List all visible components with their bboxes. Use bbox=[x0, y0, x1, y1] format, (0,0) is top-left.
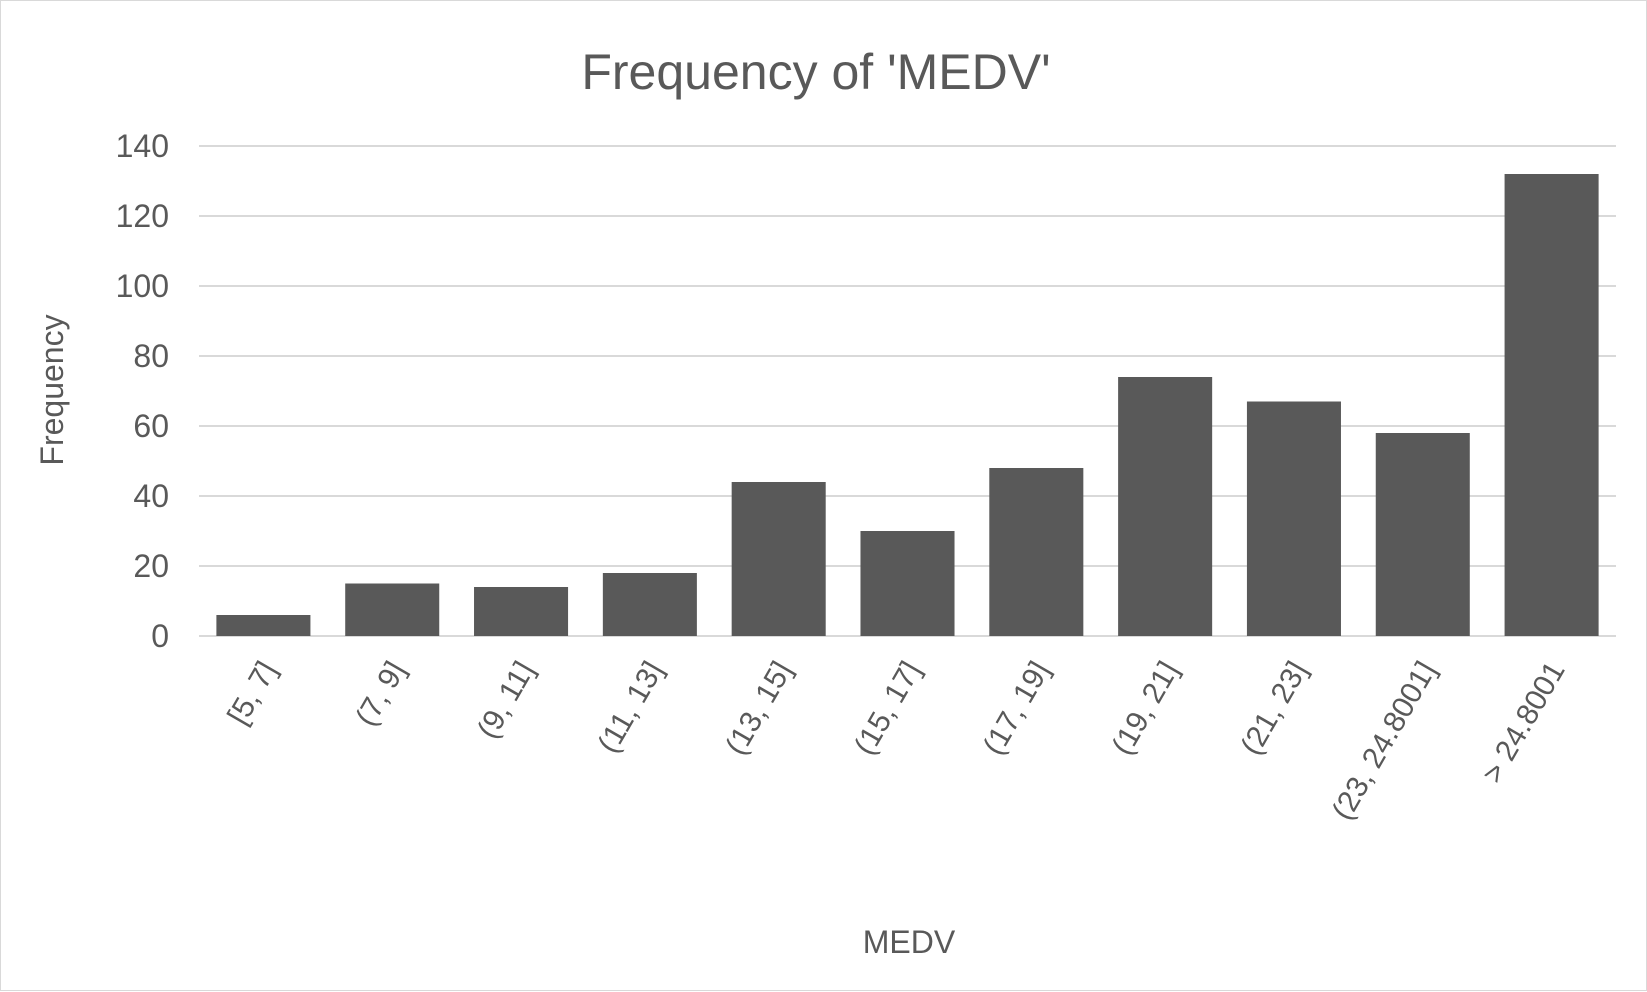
y-tick-label: 80 bbox=[133, 338, 169, 374]
x-tick-label: (7, 9] bbox=[350, 656, 413, 732]
y-tick-label: 20 bbox=[133, 548, 169, 584]
y-tick-label: 100 bbox=[116, 268, 169, 304]
y-axis-title: Frequency bbox=[34, 314, 70, 465]
x-axis-title: MEDV bbox=[863, 924, 956, 960]
y-tick-label: 0 bbox=[151, 618, 169, 654]
bar bbox=[1504, 174, 1599, 636]
y-tick-label: 60 bbox=[133, 408, 169, 444]
y-tick-label: 140 bbox=[116, 128, 169, 164]
bar bbox=[860, 531, 955, 636]
x-tick-label: (23, 24.8001] bbox=[1326, 656, 1443, 826]
bar bbox=[216, 615, 311, 636]
x-tick-label: > 24.8001 bbox=[1476, 656, 1572, 789]
bar bbox=[1246, 401, 1341, 636]
x-axis-labels: [5, 7] (7, 9] (9, 11] (11, 13] (13, 15] (15, … bbox=[222, 656, 1572, 826]
x-tick-label: (21, 23] bbox=[1235, 656, 1314, 761]
bar bbox=[474, 587, 569, 636]
bar bbox=[602, 573, 697, 636]
bar bbox=[989, 468, 1084, 636]
y-tick-label: 120 bbox=[116, 198, 169, 234]
bar bbox=[731, 482, 826, 636]
x-tick-label: (9, 11] bbox=[471, 656, 541, 744]
y-axis-ticks: 0 20 40 60 80 100 120 140 bbox=[116, 128, 169, 654]
x-tick-label: (15, 17] bbox=[848, 656, 927, 761]
x-tick-label: (13, 15] bbox=[719, 656, 798, 761]
bar bbox=[1375, 433, 1470, 636]
y-tick-label: 40 bbox=[133, 478, 169, 514]
bar bbox=[345, 583, 440, 636]
chart-title: Frequency of 'MEDV' bbox=[581, 44, 1050, 100]
bar bbox=[1118, 377, 1213, 636]
x-tick-label: [5, 7] bbox=[222, 656, 284, 730]
x-tick-label: (11, 13] bbox=[592, 656, 670, 759]
gridlines bbox=[199, 145, 1616, 637]
x-tick-label: (19, 21] bbox=[1106, 656, 1185, 761]
x-tick-label: (17, 19] bbox=[977, 656, 1056, 761]
bars bbox=[216, 174, 1599, 636]
